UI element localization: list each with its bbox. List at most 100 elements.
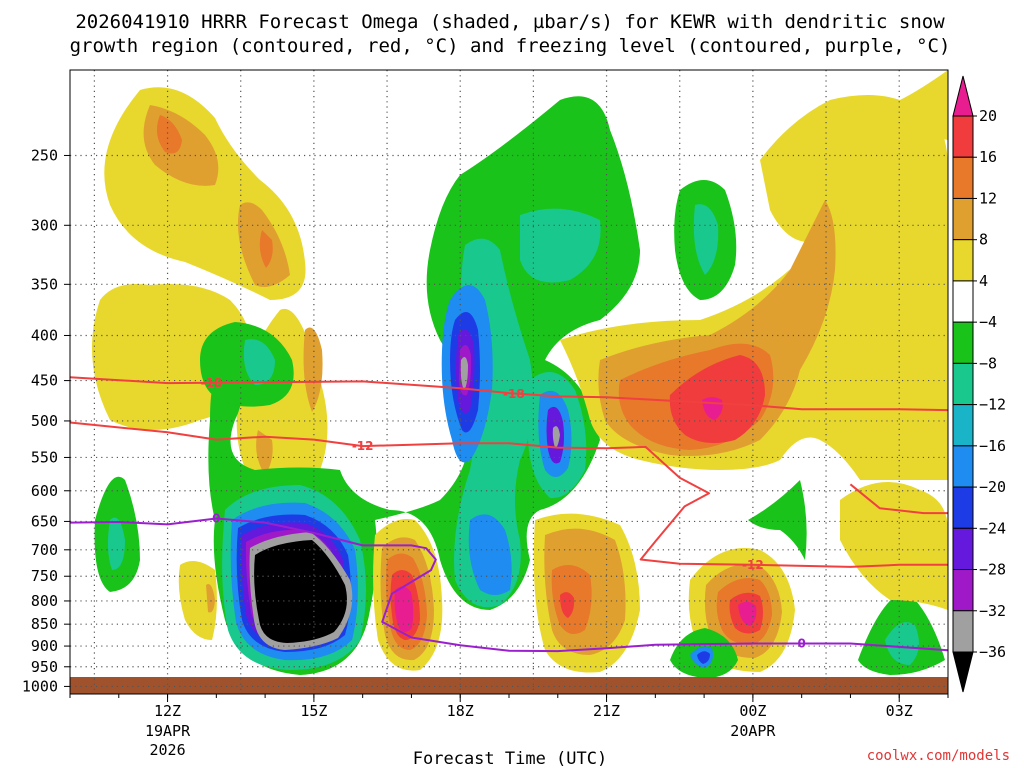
omega-field-teal-left — [243, 339, 275, 385]
colorbar-bin--24--20 — [952, 486, 974, 529]
omega-field-black-core — [254, 540, 347, 643]
colorbar-bottom-arrow — [952, 651, 974, 693]
omega-field-indigo-00z — [697, 651, 710, 664]
colorbar-bin-8-12 — [952, 197, 974, 241]
colorbar-label-3: 8 — [979, 231, 988, 249]
colorbar-label-0: 20 — [979, 107, 997, 125]
contour-label-minus18-east: -18 — [503, 387, 525, 401]
colorbar-bin--16--12 — [952, 404, 974, 447]
colorbar-label-8: −16 — [979, 437, 1006, 455]
y-tick-label-350: 350 — [31, 275, 58, 293]
x-tick-label-12Z: 12Z — [154, 702, 181, 720]
colorbar-bin-12-16 — [952, 156, 974, 199]
x-tick-year-12Z: 2026 — [149, 741, 185, 759]
colorbar-label-1: 16 — [979, 148, 997, 166]
contour-label-minus18-west: -18 — [201, 376, 223, 390]
y-tick-label-300: 300 — [31, 216, 58, 234]
x-tick-label-21Z: 21Z — [593, 702, 620, 720]
omega-field-blue-lower — [468, 514, 512, 595]
omega-field-magenta-17z — [394, 586, 414, 632]
surface-terrain-bar — [70, 677, 948, 694]
y-tick-label-800: 800 — [31, 592, 58, 610]
omega-shading — [92, 70, 948, 678]
omega-field-red-21z — [560, 592, 575, 618]
colorbar-bin-4-8 — [952, 239, 974, 282]
x-tick-label-18Z: 18Z — [447, 702, 474, 720]
contour-line-1 — [69, 421, 948, 568]
colorbar-bin--20--16 — [952, 445, 974, 488]
contour-label-zero-east: 0 — [797, 637, 805, 651]
colorbar-label-5: −4 — [979, 313, 997, 331]
omega-field-gray-20z — [552, 426, 560, 448]
omega-field-orange-center-left — [303, 327, 323, 412]
omega-field-teal-right — [693, 204, 719, 275]
y-tick-label-400: 400 — [31, 326, 58, 344]
colorbar-bin-16-20 — [952, 115, 974, 158]
x-tick-label-00Z: 00Z — [739, 702, 766, 720]
omega-field-dark-orange-2 — [259, 230, 273, 268]
colorbar-bin--8--4 — [952, 321, 974, 364]
colorbar-label-7: −12 — [979, 396, 1006, 414]
x-tick-label-03Z: 03Z — [886, 702, 913, 720]
chart-title-line1: 2026041910 HRRR Forecast Omega (shaded, … — [75, 11, 945, 33]
colorbar-label-11: −28 — [979, 561, 1006, 579]
colorbar-bin--12--8 — [952, 362, 974, 406]
omega-field-yellow-far-left-low — [178, 561, 217, 640]
contour-label-minus12-west: -12 — [352, 439, 374, 453]
omega-field-teal-upper — [520, 208, 601, 283]
omega-field-yellow-east-low — [840, 482, 948, 610]
omega-field-gray-core — [460, 356, 468, 390]
omega-field-negative-east — [748, 480, 807, 560]
colorbar-label-10: −24 — [979, 519, 1006, 537]
omega-field-yellow-upper-right — [760, 70, 948, 242]
y-tick-label-450: 450 — [31, 372, 58, 390]
colorbar-bin--36--32 — [952, 610, 974, 653]
grid-lines — [70, 70, 948, 694]
contour-line-3 — [69, 517, 949, 653]
y-tick-label-500: 500 — [31, 412, 58, 430]
plot-frame — [69, 69, 949, 695]
colorbar-label-13: −36 — [979, 643, 1006, 661]
contour-label-minus12-east: -12 — [742, 558, 764, 572]
omega-field-teal-lower-left — [107, 517, 125, 570]
contour-line-0 — [69, 376, 949, 412]
temperature-contours: -18 -18 -12 -12 0 0 — [69, 376, 949, 653]
colorbar: 20 16 12 8 4 −4 −8 −12 −16 −20 −24 −28 −32 −36 — [952, 75, 1006, 693]
x-axis-title: Forecast Time (UTC) — [413, 749, 607, 768]
colorbar-label-4: 4 — [979, 272, 988, 290]
y-tick-label-900: 900 — [31, 637, 58, 655]
y-tick-label-250: 250 — [31, 146, 58, 164]
omega-field-teal-bottom-right — [885, 622, 919, 665]
colorbar-bin--32--28 — [952, 569, 974, 612]
colorbar-label-12: −32 — [979, 602, 1006, 620]
omega-field-magenta-lower-right — [738, 601, 757, 626]
x-tick-date-00Z: 20APR — [730, 722, 776, 740]
y-tick-label-750: 750 — [31, 567, 58, 585]
omega-field-orange-center-left-2 — [256, 430, 273, 475]
y-tick-label-700: 700 — [31, 541, 58, 559]
y-tick-label-550: 550 — [31, 448, 58, 466]
omega-field-orange-far-left-low — [206, 584, 215, 613]
credit-text: coolwx.com/models — [867, 748, 1010, 764]
y-tick-label-1000: 1000 — [22, 677, 58, 695]
colorbar-label-6: −8 — [979, 354, 997, 372]
y-tick-label-600: 600 — [31, 482, 58, 500]
colorbar-bin--28--24 — [952, 527, 974, 571]
contour-line-2 — [849, 483, 948, 515]
y-tick-label-650: 650 — [31, 512, 58, 530]
omega-field-dark-orange-1 — [156, 115, 182, 154]
y-tick-label-950: 950 — [31, 658, 58, 676]
y-tick-label-850: 850 — [31, 615, 58, 633]
colorbar-top-arrow — [952, 75, 974, 117]
colorbar-bin--4-4 — [952, 280, 974, 323]
colorbar-label-9: −20 — [979, 478, 1006, 496]
y-axis: 250 300 350 400 450 500 550 600 650 700 750 800 850 9… — [22, 146, 70, 695]
contour-label-zero-west: 0 — [212, 511, 220, 525]
chart-title-line2: growth region (contoured, red, °C) and f… — [70, 35, 951, 57]
colorbar-label-2: 12 — [979, 189, 997, 207]
omega-field-yellow-east-high — [890, 213, 948, 300]
x-tick-date-12Z: 19APR — [145, 722, 191, 740]
x-tick-label-15Z: 15Z — [300, 702, 327, 720]
